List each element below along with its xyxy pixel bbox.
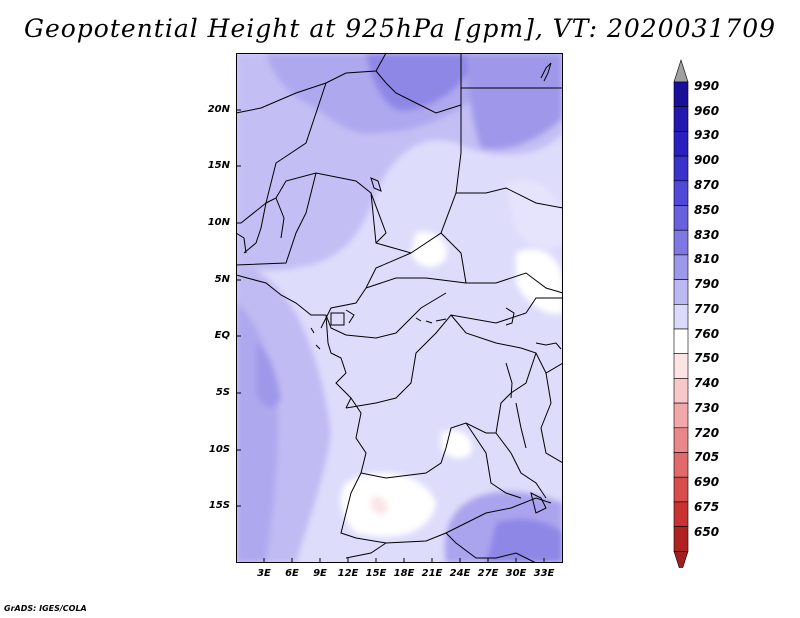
lon-tick-label: 33E (533, 568, 555, 579)
coastline-detail (540, 62, 552, 82)
chart-title: Geopotential Height at 925hPa [gpm], VT:… (23, 14, 777, 43)
legend-color-bin (673, 106, 689, 132)
map-frame (236, 53, 563, 563)
lat-tick-label: 10N (207, 217, 230, 228)
axis-ticks (236, 109, 545, 563)
legend-label: 990 (694, 79, 720, 93)
lat-tick-label: 20N (207, 104, 230, 115)
legend-color-bin (673, 427, 689, 453)
lat-tick-label: 10S (208, 444, 230, 455)
legend-label: 740 (694, 376, 720, 390)
footer-credit: GrADS: IGES/COLA (4, 604, 87, 613)
lon-tick-label: 6E (285, 568, 299, 579)
legend-label: 675 (694, 500, 720, 514)
lon-tick-label: 9E (313, 568, 327, 579)
legend-label: 690 (694, 475, 720, 489)
legend-label: 760 (694, 327, 720, 341)
legend-color-bin (673, 180, 689, 206)
legend-color-bin (673, 476, 689, 503)
lat-tick-label: 5N (214, 274, 230, 285)
legend-color-bin (673, 328, 689, 355)
lon-tick-label: 27E (477, 568, 499, 579)
legend-color-bin (673, 205, 689, 231)
legend-label: 705 (694, 450, 720, 464)
legend-color-bin (673, 501, 689, 527)
map-panel (236, 53, 563, 563)
lat-tick-label: EQ (214, 330, 230, 341)
legend-color-bin (673, 81, 689, 108)
lon-tick-label: 15E (365, 568, 387, 579)
legend-label: 650 (694, 525, 720, 539)
lon-tick-label: 30E (505, 568, 527, 579)
legend-color-bin (673, 304, 689, 330)
legend-color-bin (673, 279, 689, 305)
legend-label: 750 (694, 351, 720, 365)
legend-label: 720 (694, 426, 720, 440)
legend-color-bin (673, 526, 689, 552)
legend-label: 810 (694, 252, 720, 266)
legend-label: 770 (694, 302, 720, 316)
legend-top-arrow (673, 59, 689, 83)
lon-tick-label: 21E (421, 568, 443, 579)
legend-color-bin (673, 402, 689, 429)
legend-label: 870 (694, 178, 720, 192)
legend-label: 900 (694, 153, 720, 167)
lon-tick-label: 12E (337, 568, 359, 579)
legend-label: 730 (694, 401, 720, 415)
legend-color-bin (673, 229, 689, 256)
color-legend-bar (673, 59, 689, 568)
map-svg (236, 53, 563, 563)
legend-bottom-arrow (673, 550, 689, 568)
legend-label: 790 (694, 277, 720, 291)
legend-label: 930 (694, 128, 720, 142)
legend-label: 830 (694, 228, 720, 242)
lon-tick-label: 3E (257, 568, 271, 579)
legend-color-bin (673, 254, 689, 280)
lon-tick-label: 24E (449, 568, 471, 579)
lat-tick-label: 5S (215, 387, 230, 398)
lat-tick-label: 15S (208, 500, 230, 511)
legend-color-bin (673, 131, 689, 157)
legend-color-bin (673, 378, 689, 404)
lon-tick-label: 18E (393, 568, 415, 579)
legend-color-bin (673, 452, 689, 478)
legend-label: 850 (694, 203, 720, 217)
country-borders (236, 53, 563, 563)
legend-color-bin (673, 155, 689, 182)
legend-label: 960 (694, 104, 720, 118)
lat-tick-label: 15N (207, 160, 230, 171)
legend-color-bin (673, 353, 689, 379)
